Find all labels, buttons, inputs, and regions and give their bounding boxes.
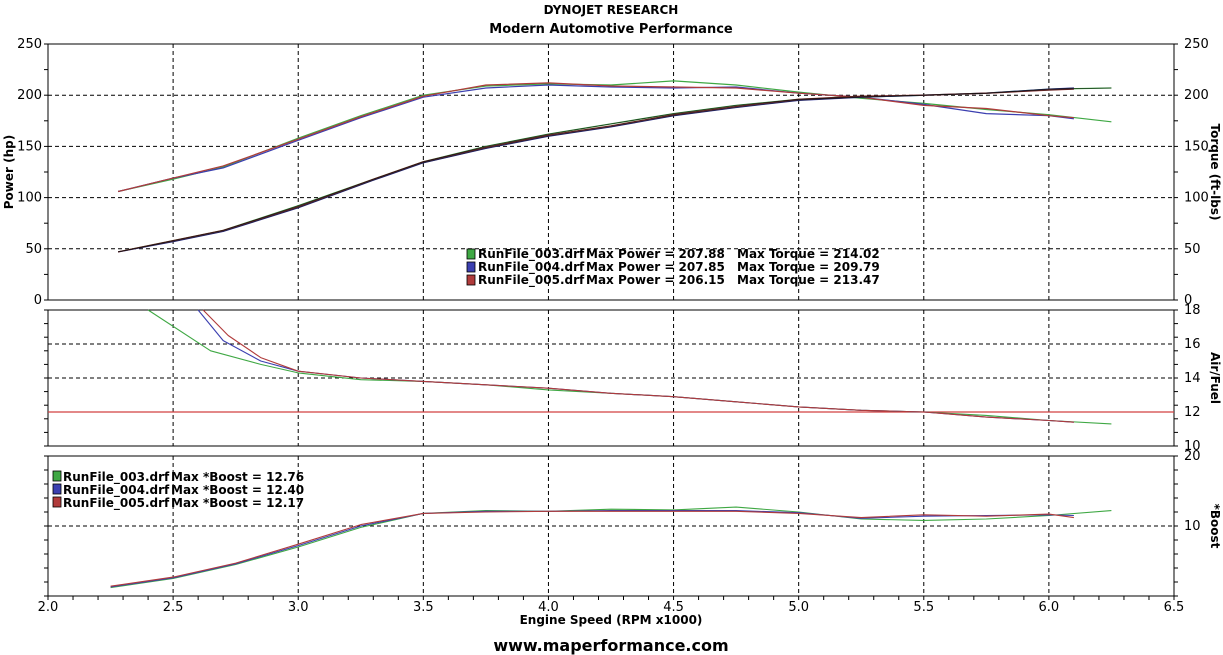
afr-line-run-005 <box>202 309 1074 423</box>
x-axis-label: Engine Speed (RPM x1000) <box>520 613 703 627</box>
boost-legend-swatch-005 <box>52 496 62 508</box>
y-tick-label-right: 0 <box>1184 293 1192 308</box>
torque-line-run-004 <box>117 84 1074 193</box>
y-tick-label-right: 18 <box>1184 303 1201 318</box>
y-tick-label-right: 50 <box>1184 242 1201 257</box>
footer-url: www.maperformance.com <box>493 636 728 655</box>
boost-legend-file-005: RunFile_005.drf <box>63 496 170 511</box>
brand-title: DYNOJET RESEARCH <box>544 3 679 17</box>
boost-line-run-005 <box>110 510 1074 587</box>
y-tick-label-right: 250 <box>1184 37 1209 52</box>
legend-torque-005: Max Torque = 213.47 <box>737 273 880 287</box>
legend-file-003: RunFile_003.drf <box>478 247 585 262</box>
x-tick-label: 4.5 <box>663 600 684 615</box>
power-legend: RunFile_003.drf Max Power = 207.88 Max T… <box>466 247 880 288</box>
y-tick-label-right: 20 <box>1184 449 1201 464</box>
legend-power-005: Max Power = 206.15 <box>586 273 725 287</box>
power-line-shadow <box>118 88 1074 253</box>
x-tick-label: 5.5 <box>913 600 934 615</box>
legend-power-003: Max Power = 207.88 <box>586 247 725 261</box>
legend-torque-003: Max Torque = 214.02 <box>737 247 880 261</box>
y-tick-label-right: 10 <box>1184 439 1201 454</box>
chart-title: Modern Automotive Performance <box>489 22 733 37</box>
boost-legend-swatch-004 <box>52 483 62 495</box>
curves <box>48 80 1174 589</box>
legend-file-004: RunFile_004.drf <box>478 260 585 275</box>
boost-legend-file-003: RunFile_003.drf <box>63 470 170 485</box>
boost-axis-label: *Boost <box>1208 504 1222 549</box>
boost-legend: RunFile_003.drf Max *Boost = 12.76 RunFi… <box>52 470 304 511</box>
y-tick-label-right: 12 <box>1184 405 1201 420</box>
boost-legend-value-005: Max *Boost = 12.17 <box>171 496 304 510</box>
legend-torque-004: Max Torque = 209.79 <box>737 260 880 274</box>
y-tick-label-left: 0 <box>34 293 42 308</box>
y-tick-label-left: 50 <box>25 242 42 257</box>
tick-labels: 0 0 50 50 100 100 150 150 200 200 250 250 10 12 14 16 18… <box>17 37 1209 615</box>
legend-file-005: RunFile_005.drf <box>478 273 585 288</box>
legend-swatch-005 <box>466 274 476 286</box>
grid-lines <box>44 43 1178 600</box>
x-tick-label: 4.0 <box>538 600 559 615</box>
boost-legend-value-003: Max *Boost = 12.76 <box>171 470 304 484</box>
power-axis-label: Power (hp) <box>2 135 16 209</box>
boost-legend-swatch-003 <box>52 470 62 482</box>
boost-legend-file-004: RunFile_004.drf <box>63 483 170 498</box>
y-tick-label-right: 16 <box>1184 337 1201 352</box>
torque-line-run-005 <box>117 82 1074 193</box>
y-tick-label-right: 14 <box>1184 371 1201 386</box>
air-fuel-axis-label: Air/Fuel <box>1208 352 1222 404</box>
boost-line-run-004 <box>110 510 1074 588</box>
x-tick-label: 2.5 <box>163 600 184 615</box>
y-tick-label-right: 200 <box>1184 88 1209 103</box>
y-tick-label-left: 200 <box>17 88 42 103</box>
x-tick-label: 3.0 <box>288 600 309 615</box>
x-tick-label: 2.0 <box>38 600 59 615</box>
legend-swatch-003 <box>466 248 476 260</box>
torque-axis-label: Torque (ft-lbs) <box>1208 124 1222 221</box>
y-tick-label-left: 100 <box>17 191 42 206</box>
y-tick-label-right: 10 <box>1184 519 1201 534</box>
y-tick-label-left: 150 <box>17 139 42 154</box>
x-tick-label: 3.5 <box>413 600 434 615</box>
boost-legend-value-004: Max *Boost = 12.40 <box>171 483 304 497</box>
y-tick-label-right: 150 <box>1184 139 1209 154</box>
x-tick-label: 6.5 <box>1164 600 1185 615</box>
legend-swatch-004 <box>466 261 476 273</box>
boost-line-run-003 <box>110 506 1112 589</box>
legend-power-004: Max Power = 207.85 <box>586 260 725 274</box>
y-tick-label-left: 250 <box>17 37 42 52</box>
x-tick-label: 6.0 <box>1039 600 1060 615</box>
y-tick-label-right: 100 <box>1184 191 1209 206</box>
x-tick-label: 5.0 <box>788 600 809 615</box>
